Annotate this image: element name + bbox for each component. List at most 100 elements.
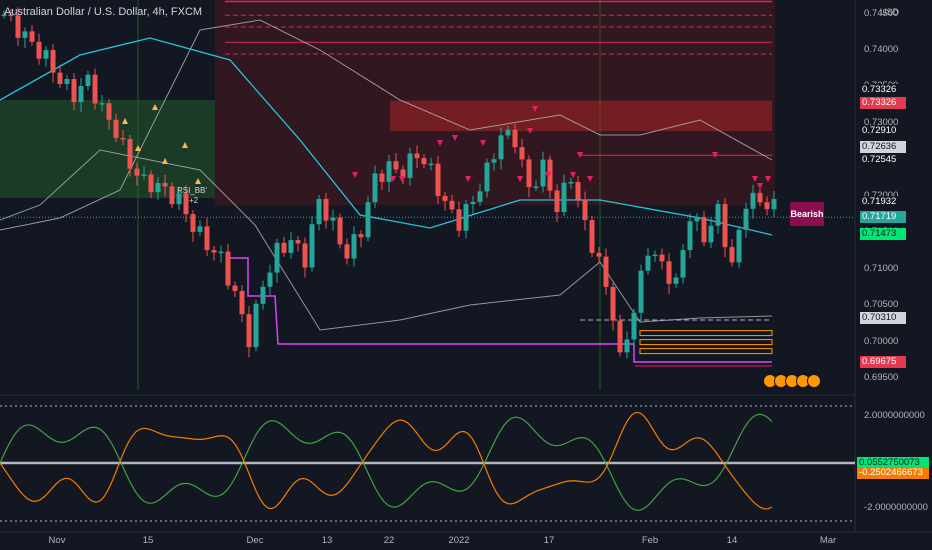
support-step-line [230, 257, 772, 363]
candle [8, 14, 14, 17]
candle [715, 203, 721, 226]
candle [540, 159, 546, 187]
price-tick: 0.74500 [864, 7, 899, 19]
candle [729, 247, 735, 263]
sell-signal-marker [545, 172, 551, 178]
candle [407, 153, 413, 178]
candle [36, 41, 42, 59]
candle [29, 31, 35, 42]
sell-signal-marker [527, 128, 533, 134]
price-label: 0.72910 [860, 125, 906, 137]
buy-signal-marker [182, 142, 188, 148]
candle [22, 31, 28, 38]
bollinger-lower [0, 149, 773, 331]
candle [43, 50, 49, 59]
candle [197, 226, 203, 232]
price-label: 0.71932 [860, 196, 906, 208]
osc-series-orange [0, 411, 773, 510]
candle [260, 286, 266, 304]
candle [449, 200, 455, 210]
candle [421, 158, 427, 165]
candle [568, 182, 574, 184]
candle [169, 186, 175, 205]
candle [71, 79, 77, 103]
candle [113, 119, 119, 139]
sell-signal-marker [757, 183, 763, 189]
candle [85, 74, 91, 87]
candle [239, 291, 245, 315]
sell-signal-marker [352, 172, 358, 178]
candle [127, 138, 133, 169]
support-box [639, 330, 773, 337]
price-label: 0.73326 [860, 84, 906, 96]
time-tick: Dec [246, 535, 264, 546]
price-label: 0.71719 [860, 211, 906, 223]
candle [589, 220, 595, 253]
chart-title: Australian Dollar / U.S. Dollar, 4h, FXC… [4, 6, 203, 18]
event-icon[interactable] [807, 374, 821, 388]
sell-signal-marker [437, 140, 443, 146]
indicator-value-label: 0.0552750073 [857, 457, 929, 469]
sell-signal-marker [570, 172, 576, 178]
candle [463, 204, 469, 231]
price-label: 0.72545 [860, 154, 906, 166]
price-tick: 0.70500 [864, 299, 899, 311]
sell-signal-marker [390, 176, 396, 182]
osc-tick: 2.0000000000 [864, 410, 925, 421]
candle [757, 192, 763, 203]
candle [652, 254, 658, 257]
candle [393, 161, 399, 170]
candle [155, 183, 161, 193]
buy-signal-marker [195, 178, 201, 184]
event-icons[interactable] [763, 374, 821, 388]
candle [218, 251, 224, 254]
candle [274, 242, 280, 273]
candle [337, 217, 343, 245]
candle [512, 129, 518, 148]
sell-signal-marker [480, 140, 486, 146]
candle [400, 169, 406, 178]
time-tick: 22 [383, 535, 395, 546]
candle [498, 135, 504, 160]
candle [162, 183, 168, 187]
candle [106, 103, 112, 120]
candle [491, 159, 497, 163]
candle [484, 162, 490, 192]
candle [323, 198, 329, 221]
candle [99, 103, 105, 105]
sell-signal-marker [577, 152, 583, 158]
candle [624, 339, 630, 353]
price-tick: 0.73000 [864, 116, 899, 128]
candle [764, 202, 770, 210]
candle [414, 153, 420, 159]
sell-signal-marker [517, 176, 523, 182]
price-label: 0.73326 [860, 97, 906, 109]
time-tick: 2022 [448, 535, 470, 546]
time-tick: Feb [641, 535, 659, 546]
candle [659, 254, 665, 262]
candle [64, 79, 70, 84]
candle [1, 14, 7, 17]
candle [442, 195, 448, 201]
candle [645, 255, 651, 271]
candle [57, 72, 63, 84]
candle [190, 214, 196, 232]
candle [519, 147, 525, 160]
indicator-legend: RSI_BB' +2 [177, 186, 207, 206]
price-tick: 0.69500 [864, 372, 899, 384]
candle [456, 209, 462, 231]
candle [176, 193, 182, 205]
candle [526, 159, 532, 188]
buy-signal-marker [152, 104, 158, 110]
candle [547, 159, 553, 191]
candle [232, 285, 238, 292]
time-tick: 13 [321, 535, 333, 546]
time-tick: Nov [48, 535, 66, 546]
candle [379, 173, 385, 182]
candle [204, 226, 210, 251]
candle [141, 174, 147, 176]
candle [701, 217, 707, 243]
candle [708, 225, 714, 243]
